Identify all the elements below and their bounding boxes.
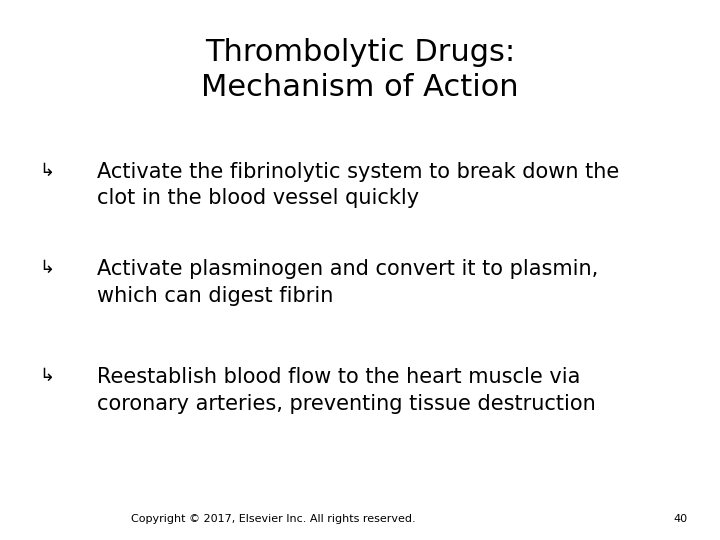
Text: Activate the fibrinolytic system to break down the
clot in the blood vessel quic: Activate the fibrinolytic system to brea…: [97, 162, 619, 208]
Text: Reestablish blood flow to the heart muscle via
coronary arteries, preventing tis: Reestablish blood flow to the heart musc…: [97, 367, 596, 414]
Text: Activate plasminogen and convert it to plasmin,
which can digest fibrin: Activate plasminogen and convert it to p…: [97, 259, 598, 306]
Text: ↳: ↳: [40, 367, 55, 385]
Text: ↳: ↳: [40, 162, 55, 180]
Text: Copyright © 2017, Elsevier Inc. All rights reserved.: Copyright © 2017, Elsevier Inc. All righ…: [131, 514, 416, 524]
Text: ↳: ↳: [40, 259, 55, 277]
Text: 40: 40: [673, 514, 688, 524]
Text: Thrombolytic Drugs:
Mechanism of Action: Thrombolytic Drugs: Mechanism of Action: [201, 38, 519, 102]
